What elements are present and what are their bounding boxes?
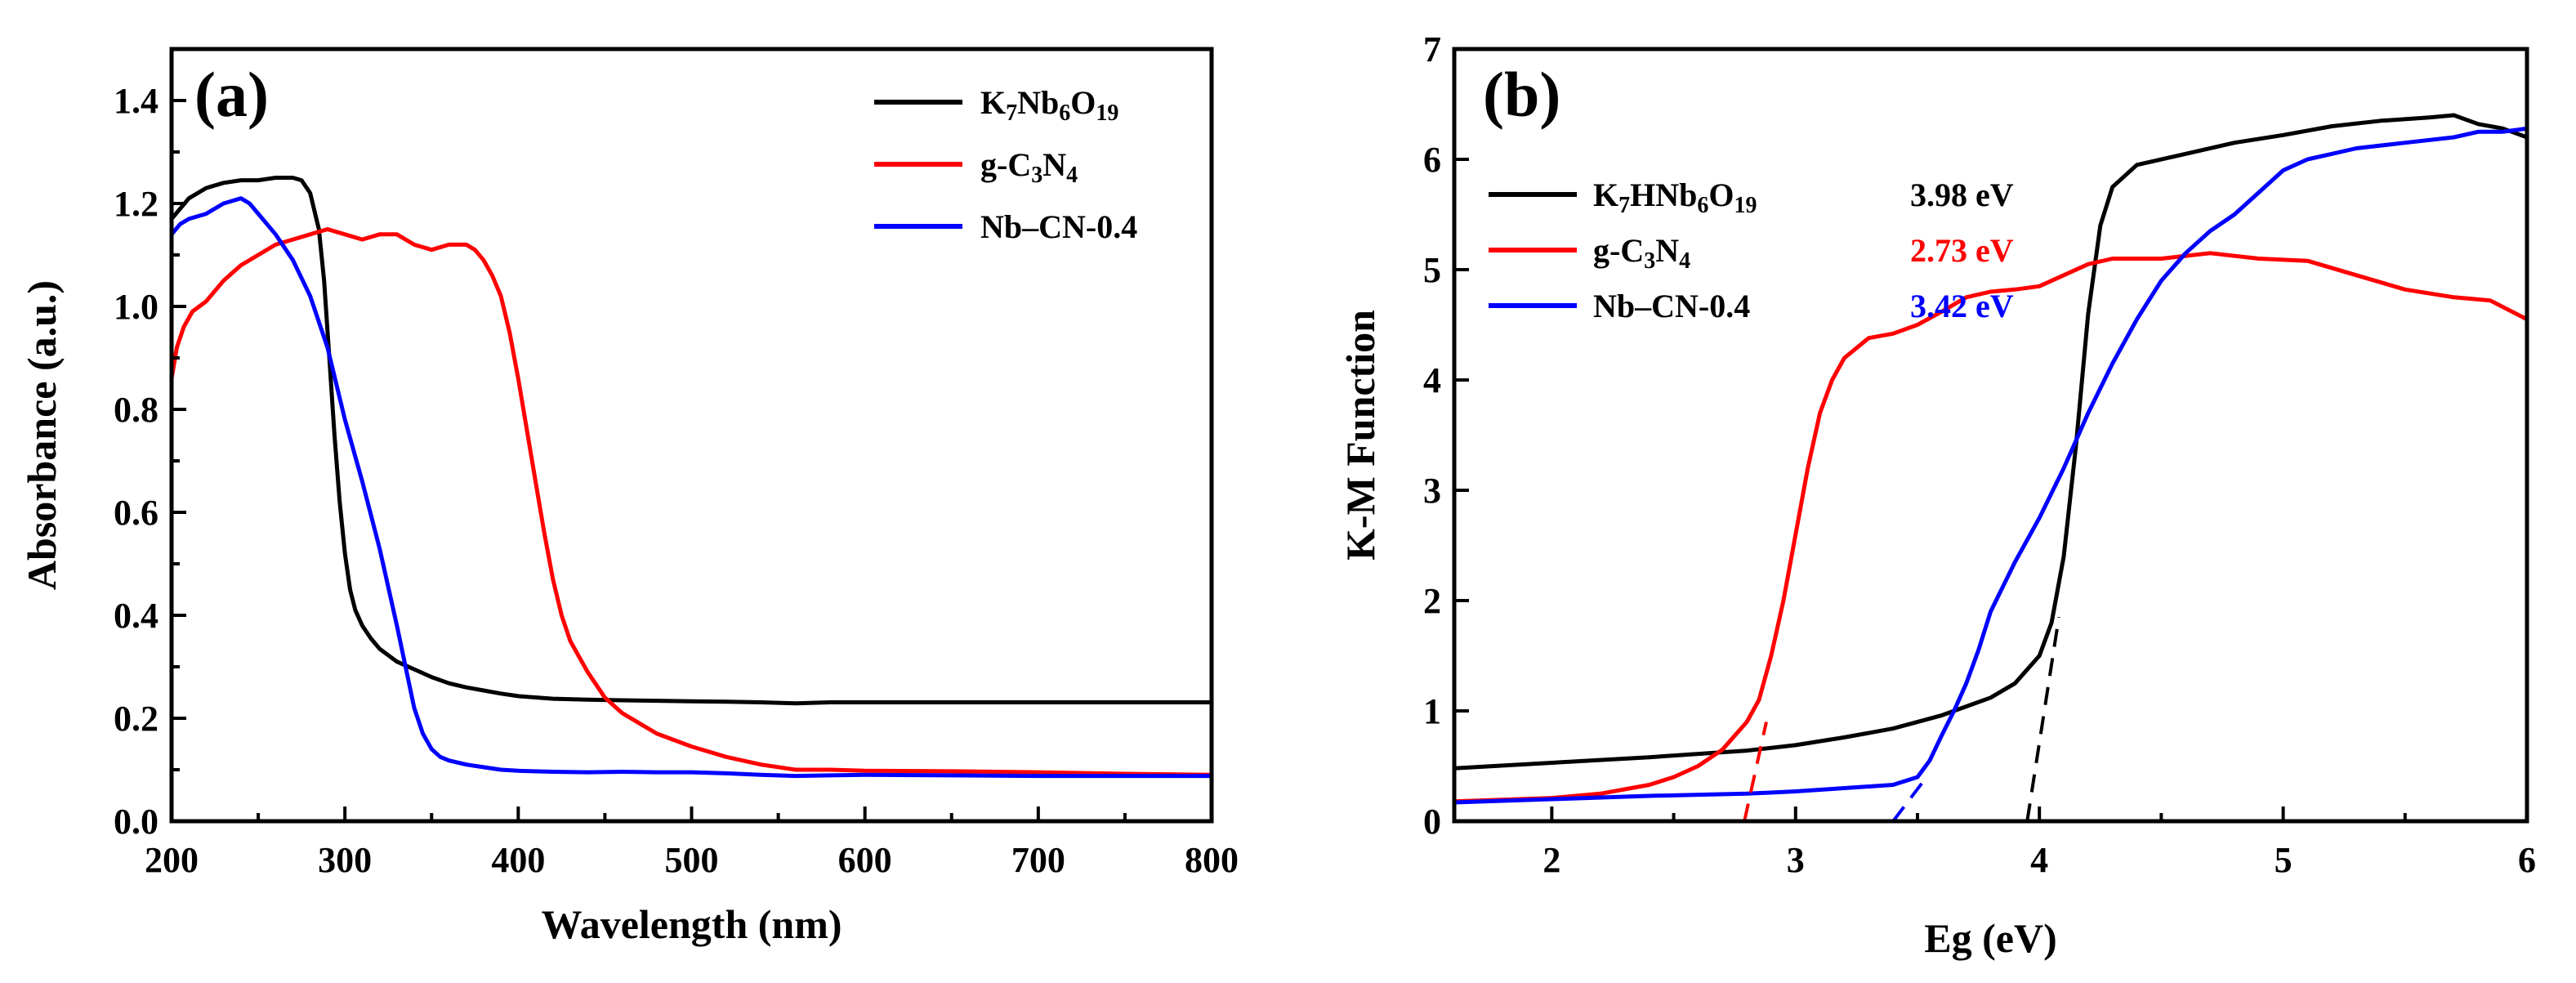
x-tick-label: 400 — [491, 840, 545, 880]
y-tick-label: 1.2 — [114, 184, 158, 224]
plot-area — [1454, 113, 2527, 821]
tangent-line-g-c3n4 — [1743, 722, 1768, 821]
x-tick-label: 2 — [1542, 840, 1560, 880]
y-tick-label: 0 — [1423, 802, 1441, 842]
legend-label-nb-cn-0-4: Nb–CN-0.4 — [1593, 288, 1750, 324]
band-gap-value-nb-cn-0-4: 3.42 eV — [1910, 288, 2014, 324]
y-tick-label: 6 — [1423, 140, 1441, 180]
legend-label-g-c3n4: g-C3N4 — [980, 146, 1078, 188]
legend-label-g-c3n4: g-C3N4 — [1593, 232, 1690, 274]
plot-frame — [1452, 47, 2529, 824]
y-tick-label: 0.0 — [114, 802, 158, 842]
x-tick-label: 200 — [145, 840, 199, 880]
y-tick-label: 4 — [1423, 360, 1441, 400]
band-gap-value-g-c3n4: 2.73 eV — [1910, 232, 2014, 269]
x-tick-label: 4 — [2030, 840, 2048, 880]
x-tick-label: 5 — [2275, 840, 2293, 880]
x-tick-label: 3 — [1787, 840, 1805, 880]
panel-a-absorbance-chart: 200 300 400 500 600 700 800 0.0 0.2 0.4 0.6 0.8 1.0 1… — [19, 47, 1239, 947]
plot-area — [172, 176, 1212, 779]
y-tick-label: 2 — [1423, 581, 1441, 621]
legend-label-k7nb6o19: K7Nb6O19 — [980, 84, 1118, 126]
y-tick-label: 3 — [1423, 471, 1441, 511]
series-line-k7hnb6o19 — [1454, 113, 2527, 771]
y-tick-label: 7 — [1423, 29, 1441, 69]
x-tick-label: 700 — [1011, 840, 1065, 880]
series-line-nb-cn-0-4 — [172, 196, 1212, 779]
y-axis-title: Absorbance (a.u.) — [19, 280, 65, 590]
x-tick-label: 6 — [2518, 840, 2536, 880]
x-axis-title: Eg (eV) — [1924, 915, 2056, 961]
x-tick-label: 800 — [1185, 840, 1239, 880]
y-tick-label: 0.4 — [114, 596, 158, 636]
legend-label-nb-cn-0-4: Nb–CN-0.4 — [980, 208, 1137, 245]
legend: K7Nb6O19 g-C3N4 Nb–CN-0.4 — [874, 84, 1137, 245]
x-tick-label: 300 — [318, 840, 372, 880]
y-tick-label: 1.4 — [114, 81, 158, 121]
series-line-nb-cn-0-4 — [1454, 126, 2527, 805]
x-axis-title: Wavelength (nm) — [541, 901, 842, 947]
legend-label-k7hnb6o19: K7HNb6O19 — [1593, 176, 1757, 218]
panel-b-km-function-chart: 2 3 4 5 6 0 1 2 3 4 5 6 7 Eg (eV) K-M Function (b) K7HNb… — [1337, 29, 2536, 961]
panel-label: (a) — [194, 59, 269, 130]
x-tick-label: 500 — [665, 840, 719, 880]
y-axis-title: K-M Function — [1337, 310, 1383, 561]
x-tick-label: 600 — [838, 840, 892, 880]
legend: K7HNb6O19 3.98 eV g-C3N4 2.73 eV Nb–CN-0.4 3.… — [1489, 176, 2014, 324]
y-tick-label: 0.8 — [114, 390, 158, 430]
y-tick-label: 1.0 — [114, 287, 158, 327]
y-tick-label: 0.6 — [114, 493, 158, 533]
tangent-line-k7hnb6o19 — [2025, 616, 2061, 821]
y-tick-label: 1 — [1423, 691, 1441, 731]
series-line-g-c3n4 — [1454, 251, 2527, 804]
band-gap-value-k7hnb6o19: 3.98 eV — [1910, 176, 2014, 213]
panel-label: (b) — [1483, 59, 1560, 130]
tangent-line-nb-cn-0-4 — [1891, 781, 1924, 821]
series-line-k7nb6o19 — [172, 176, 1212, 706]
y-tick-label: 5 — [1423, 250, 1441, 290]
y-tick-label: 0.2 — [114, 699, 158, 739]
series-line-g-c3n4 — [172, 227, 1212, 777]
